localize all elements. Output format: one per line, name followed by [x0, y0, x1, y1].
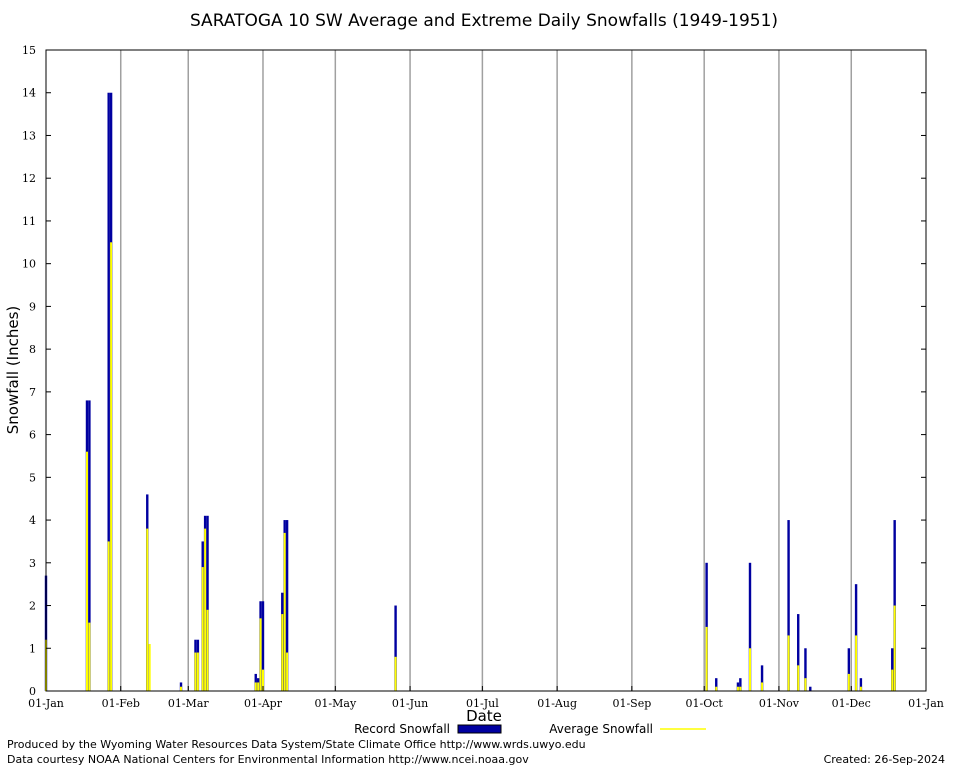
average-snowfall-bar [261, 669, 264, 691]
average-snowfall-bar [739, 686, 742, 691]
y-tick-label: 15 [22, 44, 36, 57]
average-snowfall-bar [804, 678, 807, 691]
plot-frame [45, 49, 927, 692]
average-snowfall-bar [254, 682, 257, 691]
record-snowfall-bar [107, 92, 110, 691]
record-snowfall-bar [739, 678, 742, 691]
record-snowfall-bar [261, 601, 265, 691]
y-tick-label: 5 [29, 471, 36, 484]
x-tick-label: 01-May [314, 697, 357, 710]
average-snowfall-bar [206, 609, 209, 691]
average-snowfall-bars [45, 242, 896, 692]
average-snowfall-bar [859, 686, 862, 691]
record-snowfall-bar [804, 648, 807, 691]
record-snowfall-bar [285, 520, 289, 691]
record-snowfall-bar [847, 648, 851, 691]
average-snowfall-bar [194, 652, 197, 691]
average-snowfall-bar [761, 682, 764, 691]
x-tick-label: 01-Sep [612, 697, 651, 710]
x-axis-ticks: 01-Jan 01-Feb 01-Mar 01-Apr 01-May 01-Jun 01-J… [28, 686, 944, 710]
x-axis-label: Date [466, 707, 502, 725]
average-snowfall-bar [847, 673, 850, 691]
x-tick-label: 01-Feb [102, 697, 140, 710]
average-snowfall-bar [107, 541, 110, 691]
record-snowfall-bar [891, 648, 894, 691]
record-snowfall-bar [760, 665, 764, 691]
average-snowfall-bar [180, 686, 183, 691]
y-tick-label: 2 [29, 600, 36, 613]
y-tick-label: 6 [29, 429, 36, 442]
y-tick-label: 10 [22, 258, 36, 271]
y-tick-label: 7 [29, 386, 36, 399]
average-snowfall-bar [201, 567, 204, 691]
average-snowfall-bar [110, 242, 113, 692]
average-snowfall-bar [787, 635, 790, 691]
legend-average-label: Average Snowfall [549, 722, 653, 736]
footer-credit-line1: Produced by the Wyoming Water Resources … [7, 738, 586, 751]
y-tick-label: 4 [29, 514, 36, 527]
average-snowfall-bar [85, 451, 88, 691]
x-tick-label: 01-Dec [832, 697, 871, 710]
average-snowfall-bar [148, 643, 151, 691]
average-snowfall-bar [736, 686, 739, 691]
x-tick-label: 01-Jul [466, 697, 499, 710]
average-snowfall-bar [705, 626, 708, 691]
record-snowfall-bar [206, 515, 209, 691]
y-tick-label: 1 [29, 642, 36, 655]
average-snowfall-bar [196, 652, 199, 691]
x-tick-label: 01-Jan [908, 697, 944, 710]
x-tick-label: 01-Oct [686, 697, 724, 710]
y-tick-label: 8 [29, 343, 36, 356]
record-snowfall-bar [797, 614, 800, 691]
grid-lines [119, 50, 853, 691]
average-snowfall-bar [749, 648, 751, 691]
legend-record-swatch [457, 724, 502, 734]
average-snowfall-bar [286, 652, 289, 691]
record-snowfall-bar [715, 678, 718, 691]
y-tick-label: 11 [22, 215, 36, 228]
x-tick-label: 01-Apr [244, 697, 283, 710]
legend-record-label: Record Snowfall [354, 722, 450, 736]
record-snowfall-bar [859, 678, 863, 691]
average-snowfall-bar [257, 682, 260, 691]
y-tick-label: 3 [29, 557, 36, 570]
x-tick-label: 01-Nov [759, 697, 800, 710]
average-snowfall-bar [394, 656, 397, 691]
average-snowfall-bar [146, 528, 149, 691]
y-tick-label: 14 [22, 87, 36, 100]
x-tick-label: 01-Aug [537, 697, 577, 710]
x-tick-label: 01-Jan [28, 697, 64, 710]
footer-credit-line2: Data courtesy NOAA National Centers for … [7, 753, 529, 766]
y-tick-label: 13 [22, 129, 36, 142]
average-snowfall-bar [855, 635, 858, 691]
average-snowfall-bar [893, 605, 896, 691]
x-tick-label: 01-Mar [168, 697, 210, 710]
average-snowfall-bar [259, 618, 262, 691]
average-snowfall-bar [281, 614, 284, 691]
y-axis-label: Snowfall (Inches) [4, 306, 22, 434]
average-snowfall-bar [715, 686, 718, 691]
average-snowfall-bar [204, 528, 207, 691]
record-snowfall-bar [394, 605, 397, 691]
y-tick-label: 0 [29, 685, 36, 698]
chart-title: SARATOGA 10 SW Average and Extreme Daily… [190, 11, 778, 31]
record-snowfall-bar [748, 562, 752, 691]
average-snowfall-bar [283, 532, 286, 691]
footer-created-date: Created: 26-Sep-2024 [823, 753, 945, 766]
y-tick-label: 9 [29, 300, 36, 313]
record-snowfall-bar [88, 400, 91, 691]
x-tick-label: 01-Jun [392, 697, 428, 710]
y-tick-label: 12 [22, 172, 36, 185]
average-snowfall-bar [797, 665, 800, 691]
average-snowfall-bar [891, 669, 894, 691]
record-snowfall-bars [44, 92, 896, 691]
record-snowfall-bar [787, 520, 790, 691]
record-snowfall-bar [809, 686, 812, 691]
average-snowfall-bar [88, 622, 91, 691]
legend: Record Snowfall Average Snowfall [354, 722, 706, 736]
